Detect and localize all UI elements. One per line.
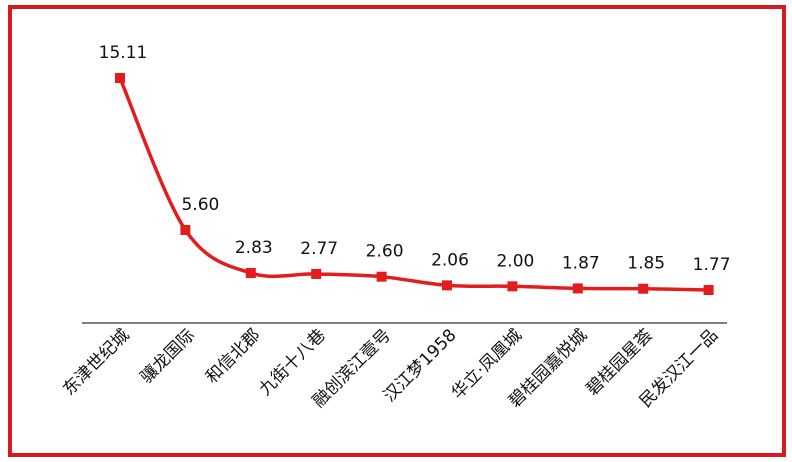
data-markers <box>115 73 714 295</box>
data-label: 2.83 <box>235 238 273 258</box>
data-label: 2.06 <box>431 250 469 270</box>
series-line <box>118 77 709 292</box>
data-point-marker <box>311 268 322 279</box>
data-point-marker <box>572 283 583 294</box>
data-label: 2.00 <box>496 251 534 271</box>
x-axis-label: 东津世纪城 <box>59 325 133 399</box>
data-labels: 15.11 5.60 2.83 2.77 2.60 2.06 2.00 1.87 1.85 1.7… <box>99 43 731 275</box>
x-axis-labels: 东津世纪城 骧龙国际 和信北郡九街十八巷融创滨江壹号汉江梦1958华立·凤凰城碧桂园… <box>59 325 722 412</box>
data-point-marker <box>507 281 518 292</box>
data-point-marker <box>376 271 387 282</box>
data-label: 2.60 <box>366 242 404 262</box>
data-point-marker <box>442 280 452 291</box>
data-point-marker <box>115 73 125 83</box>
data-label: 5.60 <box>181 195 219 215</box>
data-point-marker <box>638 283 649 294</box>
data-label: 1.87 <box>562 253 600 273</box>
data-point-marker <box>703 285 714 295</box>
data-label: 15.11 <box>99 43 148 63</box>
chart-frame <box>8 5 786 457</box>
data-point-marker <box>180 225 191 235</box>
data-label: 2.77 <box>300 239 338 259</box>
x-axis-label: 和信北郡 <box>202 325 264 387</box>
data-label: 1.85 <box>627 254 665 274</box>
data-point-marker <box>245 268 256 278</box>
data-label: 1.77 <box>693 255 731 275</box>
x-axis-label: 骧龙国际 <box>136 325 199 388</box>
